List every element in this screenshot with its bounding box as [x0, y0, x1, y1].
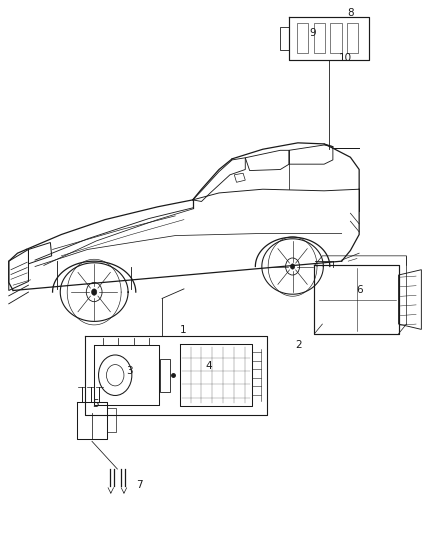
Text: 9: 9 — [310, 28, 317, 38]
Text: 2: 2 — [295, 341, 302, 350]
Circle shape — [92, 289, 97, 295]
Circle shape — [290, 264, 295, 269]
Text: 6: 6 — [356, 286, 363, 295]
Text: 10: 10 — [339, 53, 352, 62]
Text: 7: 7 — [136, 480, 143, 490]
Text: 3: 3 — [126, 366, 133, 376]
Text: 8: 8 — [347, 9, 354, 18]
Text: 1: 1 — [180, 326, 187, 335]
Text: 5: 5 — [92, 399, 99, 409]
Text: 4: 4 — [205, 361, 212, 370]
